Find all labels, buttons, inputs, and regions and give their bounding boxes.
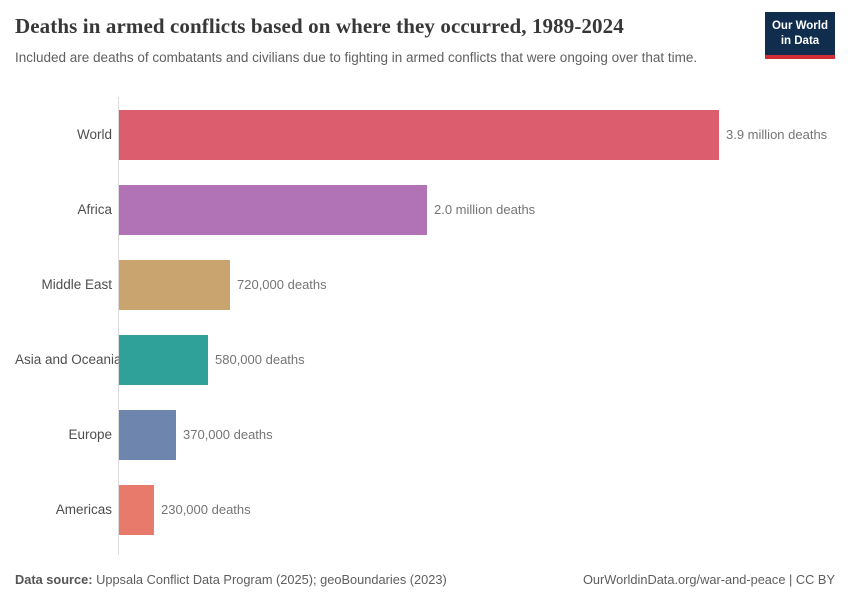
owid-logo[interactable]: Our World in Data [765,12,835,59]
category-label: Europe [68,427,112,442]
category-label: Middle East [41,277,112,292]
bar-rows: World 3.9 million deaths Africa 2.0 million… [15,97,835,547]
data-source-text: Uppsala Conflict Data Program (2025); ge… [92,572,447,587]
bar[interactable] [119,409,176,460]
bar-track: 370,000 deaths [119,409,835,460]
value-label: 720,000 deaths [237,277,327,292]
bar-row: Africa 2.0 million deaths [15,172,835,247]
bar-track: 2.0 million deaths [119,184,835,235]
category-label: Asia and Oceania [15,352,122,367]
data-source-note: Data source: Uppsala Conflict Data Progr… [15,572,447,587]
chart-title: Deaths in armed conflicts based on where… [15,14,624,38]
chart-footer: Data source: Uppsala Conflict Data Progr… [15,572,835,587]
value-label: 230,000 deaths [161,502,251,517]
value-label: 370,000 deaths [183,427,273,442]
bar[interactable] [119,109,719,160]
bar-chart: World 3.9 million deaths Africa 2.0 million… [15,97,835,559]
value-label: 2.0 million deaths [434,202,536,217]
bar[interactable] [119,184,427,235]
bar[interactable] [119,259,230,310]
bar-track: 580,000 deaths [119,334,835,385]
bar-row: Europe 370,000 deaths [15,397,835,472]
category-label: World [76,127,112,142]
bar[interactable] [119,484,154,535]
bar-row: Middle East 720,000 deaths [15,247,835,322]
bar-row: World 3.9 million deaths [15,97,835,172]
owid-logo-line1: Our World [771,20,828,32]
bar-row: Americas 230,000 deaths [15,472,835,547]
category-label: Americas [55,502,112,517]
value-label: 3.9 million deaths [726,127,828,142]
bar-track: 230,000 deaths [119,484,835,535]
value-label: 580,000 deaths [215,352,305,367]
owid-logo-line2: in Data [780,34,820,47]
attribution-note: OurWorldinData.org/war-and-peace | CC BY [582,572,835,587]
bar-track: 3.9 million deaths [119,109,835,160]
chart-subtitle: Included are deaths of combatants and ci… [15,50,698,65]
y-axis-line [118,97,119,555]
bar-track: 720,000 deaths [119,259,835,310]
category-label: Africa [77,202,112,217]
bar-row: Asia and Oceania 580,000 deaths [15,322,835,397]
bar[interactable] [119,334,208,385]
chart-header: Deaths in armed conflicts based on where… [15,12,835,69]
data-source-label: Data source: [15,572,93,587]
